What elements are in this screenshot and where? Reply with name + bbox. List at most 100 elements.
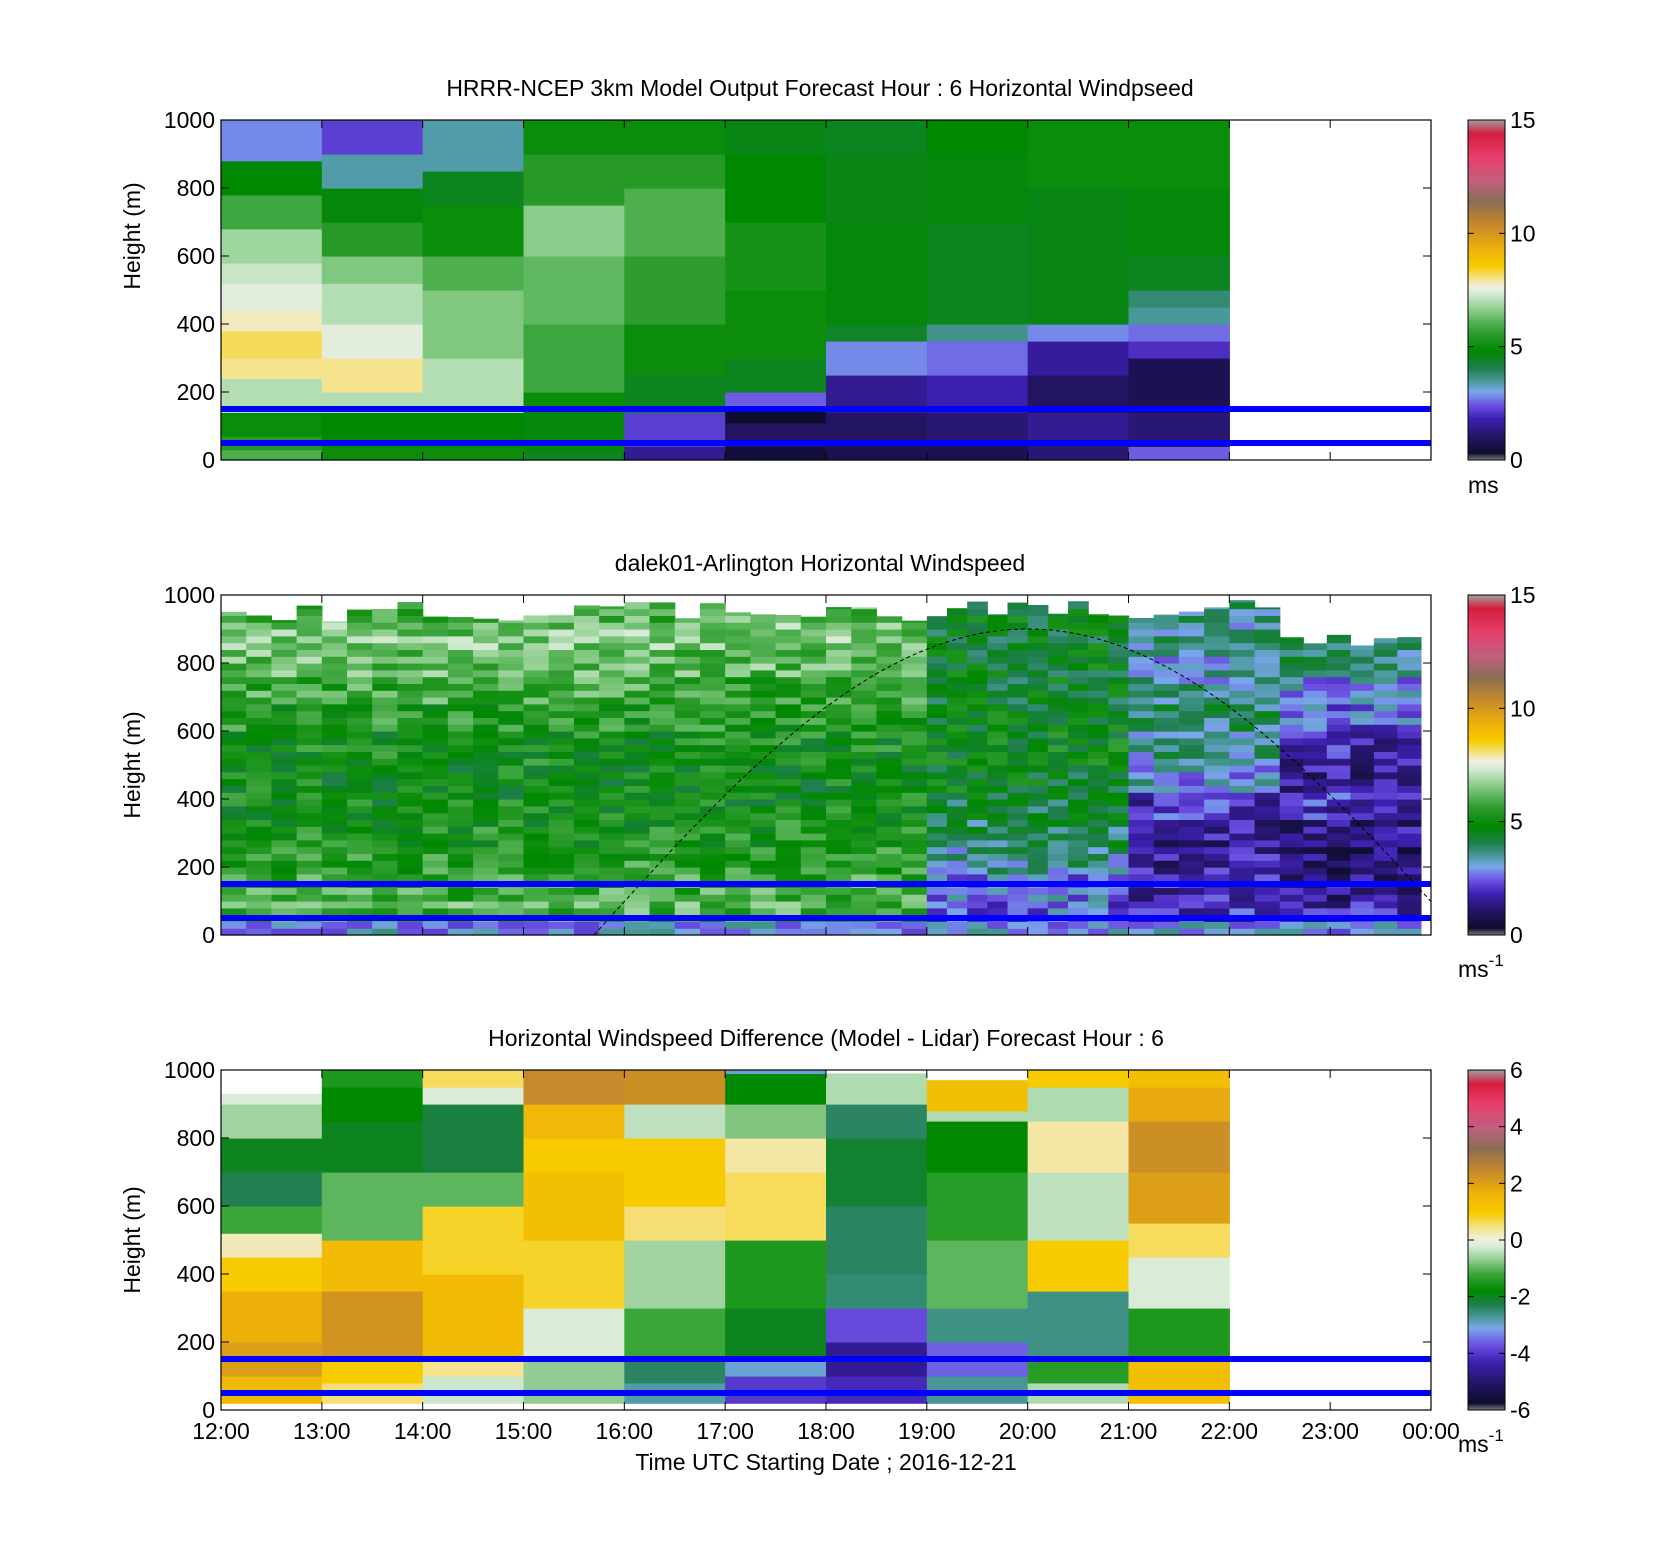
heatmap-cell xyxy=(246,873,273,882)
heatmap-cell xyxy=(296,642,323,650)
heatmap-cell xyxy=(1397,765,1422,773)
heatmap-cell xyxy=(851,690,878,698)
heatmap-cell xyxy=(725,867,751,875)
heatmap-cell xyxy=(1068,683,1089,691)
heatmap-cell xyxy=(1088,629,1109,637)
heatmap-cell xyxy=(624,683,651,691)
heatmap-cell xyxy=(1326,819,1351,827)
colorbar-tick-label: 5 xyxy=(1510,809,1523,835)
heatmap-cell xyxy=(1373,839,1398,848)
heatmap-cell xyxy=(1229,805,1256,814)
heatmap-cell xyxy=(987,669,1009,678)
heatmap-cell xyxy=(296,894,323,902)
heatmap-cell xyxy=(876,683,903,691)
heatmap-cell xyxy=(221,765,247,773)
heatmap-cell xyxy=(674,622,701,630)
heatmap-cell xyxy=(573,867,600,875)
heatmap-cell xyxy=(498,894,525,902)
heatmap-cell xyxy=(1027,785,1049,793)
panel-lidar-hlines xyxy=(221,881,1431,921)
heatmap-cell xyxy=(699,608,726,616)
heatmap-cell xyxy=(498,656,525,664)
heatmap-cell xyxy=(397,649,424,657)
heatmap-cell xyxy=(750,826,777,834)
heatmap-cell xyxy=(826,785,852,793)
heatmap-cell xyxy=(1088,690,1109,698)
heatmap-cell xyxy=(347,805,373,814)
heatmap-cell xyxy=(1128,663,1155,671)
heatmap-cell xyxy=(321,867,348,875)
heatmap-cell xyxy=(1326,690,1351,698)
heatmap-cell xyxy=(1088,805,1109,814)
heatmap-cell xyxy=(473,676,499,684)
heatmap-cell xyxy=(347,765,373,773)
heatmap-cell xyxy=(800,663,827,671)
heatmap-cell xyxy=(422,1070,525,1088)
heatmap-cell xyxy=(1254,703,1281,712)
heatmap-cell xyxy=(447,765,474,773)
heatmap-cell xyxy=(967,846,988,854)
heatmap-cell xyxy=(1229,683,1256,691)
heatmap-cell xyxy=(1128,833,1155,841)
heatmap-cell xyxy=(851,635,878,644)
heatmap-cell xyxy=(1007,669,1029,678)
heatmap-cell xyxy=(548,887,575,895)
heatmap-cell xyxy=(987,853,1009,861)
heatmap-cell xyxy=(1027,1121,1130,1173)
heatmap-cell xyxy=(926,771,948,780)
heatmap-cell xyxy=(1279,731,1304,739)
heatmap-cell xyxy=(699,894,726,902)
heatmap-cell xyxy=(372,867,399,875)
heatmap-cell xyxy=(826,833,852,841)
heatmap-cell xyxy=(826,907,852,916)
heatmap-cell xyxy=(221,262,323,284)
heatmap-cell xyxy=(422,765,449,773)
heatmap-cell xyxy=(296,887,323,895)
heatmap-cell xyxy=(1178,737,1205,746)
heatmap-cell xyxy=(1204,731,1230,739)
heatmap-cell xyxy=(246,799,273,807)
heatmap-cell xyxy=(1088,778,1109,786)
heatmap-cell xyxy=(548,785,575,793)
heatmap-cell xyxy=(725,635,751,644)
heatmap-cell xyxy=(1397,697,1422,705)
heatmap-cell xyxy=(649,894,676,902)
heatmap-cell xyxy=(372,792,399,800)
heatmap-cell xyxy=(775,867,802,875)
heatmap-cell xyxy=(422,928,449,936)
heatmap-cell xyxy=(1128,758,1155,766)
heatmap-cell xyxy=(473,765,499,773)
heatmap-cell xyxy=(674,928,701,936)
heatmap-cell xyxy=(699,873,726,882)
heatmap-cell xyxy=(1153,663,1180,671)
heatmap-cell xyxy=(523,833,550,841)
heatmap-cell xyxy=(221,778,247,786)
heatmap-cell xyxy=(1204,622,1230,630)
heatmap-cell xyxy=(967,812,988,820)
heatmap-cell xyxy=(826,629,852,637)
heatmap-cell xyxy=(1397,724,1422,732)
heatmap-cell xyxy=(1068,642,1089,650)
heatmap-cell xyxy=(296,690,323,698)
panel-model: HRRR-NCEP 3km Model Output Forecast Hour… xyxy=(119,75,1536,498)
heatmap-cell xyxy=(624,894,651,902)
heatmap-cell xyxy=(750,833,777,841)
heatmap-cell xyxy=(422,778,449,786)
heatmap-cell xyxy=(1178,676,1205,684)
heatmap-cell xyxy=(674,778,701,786)
heatmap-cell xyxy=(1254,812,1281,820)
heatmap-cell xyxy=(725,1359,827,1377)
heatmap-cell xyxy=(271,656,298,664)
heatmap-cell xyxy=(699,833,726,841)
heatmap-cell xyxy=(548,846,575,854)
heatmap-cell xyxy=(649,833,676,841)
heatmap-cell xyxy=(775,622,802,630)
heatmap-cell xyxy=(1027,765,1049,773)
heatmap-cell xyxy=(1027,799,1049,807)
heatmap-cell xyxy=(372,860,399,868)
heatmap-cell xyxy=(473,826,499,834)
heatmap-cell xyxy=(473,669,499,678)
heatmap-cell xyxy=(1397,873,1422,882)
heatmap-cell xyxy=(624,446,726,461)
heatmap-cell xyxy=(372,853,399,861)
